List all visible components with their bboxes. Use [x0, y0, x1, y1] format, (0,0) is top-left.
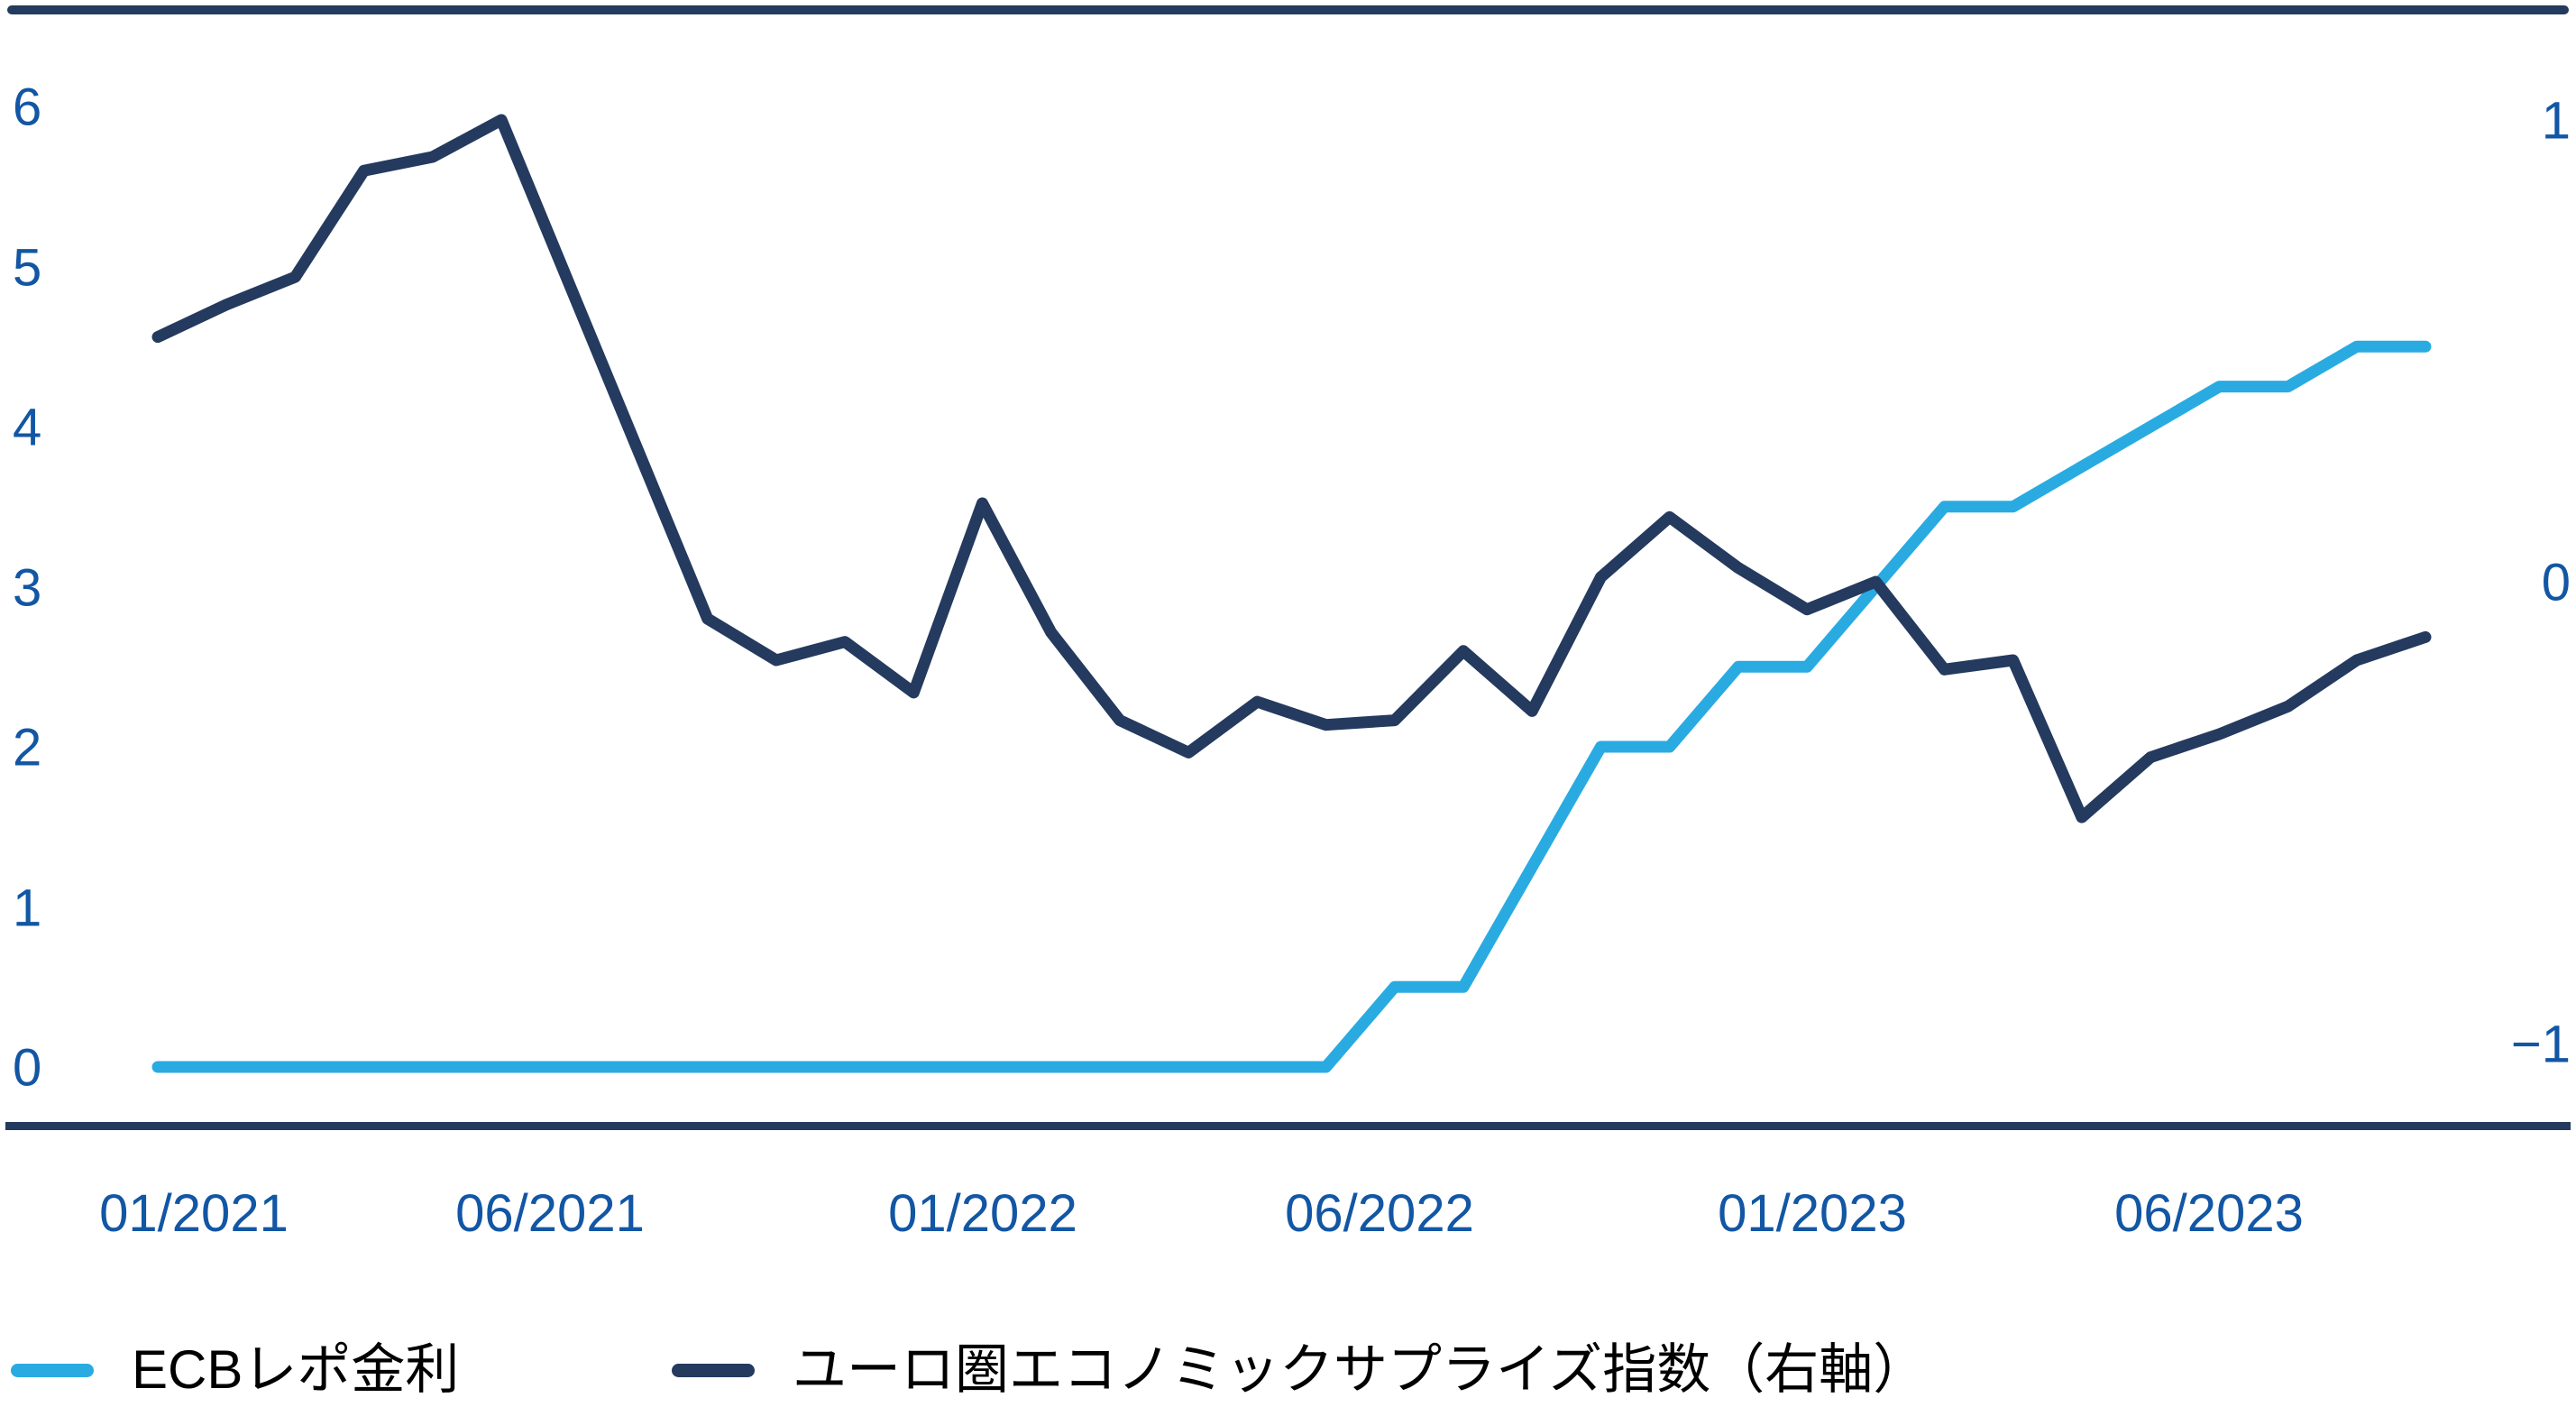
legend-label-ecb-repo-rate: ECBレポ金利: [132, 1339, 460, 1400]
x-tick-label: 01/2022: [888, 1184, 1077, 1243]
x-axis: 01/2021 06/2021 01/2022 06/2022 01/2023 …: [99, 1184, 2304, 1243]
x-tick-label: 06/2021: [455, 1184, 645, 1243]
y-left-tick-label: 5: [13, 238, 41, 297]
plot-lines: [151, 114, 2432, 1073]
legend-dash-ecb-repo-rate: [11, 1363, 94, 1377]
y-left-tick-label: 4: [13, 398, 41, 456]
legend-item-ecb-repo-rate: ECBレポ金利: [11, 1338, 459, 1402]
x-tick-label: 01/2023: [1718, 1184, 1907, 1243]
y-right-tick-label: 1: [2542, 91, 2571, 150]
y-left-tick-label: 1: [13, 878, 41, 937]
legend-dash-surprise-index: [672, 1363, 755, 1377]
series-line-ecb-repo-rate: [151, 340, 2432, 1073]
legend-item-surprise-index: ユーロ圏エコノミックサプライズ指数（右軸）: [672, 1338, 1927, 1402]
x-tick-label: 06/2022: [1285, 1184, 1474, 1243]
y-left-tick-label: 2: [13, 718, 41, 777]
x-tick-label: 06/2023: [2114, 1184, 2304, 1243]
y-left-tick-label: 6: [13, 78, 41, 136]
y-left-tick-label: 0: [13, 1038, 41, 1097]
x-tick-label: 01/2021: [99, 1184, 289, 1243]
y-right-axis: 1 0 −1: [2511, 91, 2571, 1073]
top-border-rule: [7, 5, 2569, 14]
legend-label-surprise-index: ユーロ圏エコノミックサプライズ指数（右軸）: [793, 1339, 1928, 1400]
y-right-tick-label: −1: [2511, 1015, 2571, 1073]
legend: ECBレポ金利 ユーロ圏エコノミックサプライズ指数（右軸）: [0, 1338, 2576, 1407]
x-axis-line: [5, 1122, 2571, 1130]
y-right-tick-label: 0: [2542, 553, 2571, 612]
series-line-surprise-index: [151, 114, 2432, 823]
y-left-axis: 6 5 4 3 2 1 0: [13, 78, 41, 1097]
y-left-tick-label: 3: [13, 558, 41, 617]
